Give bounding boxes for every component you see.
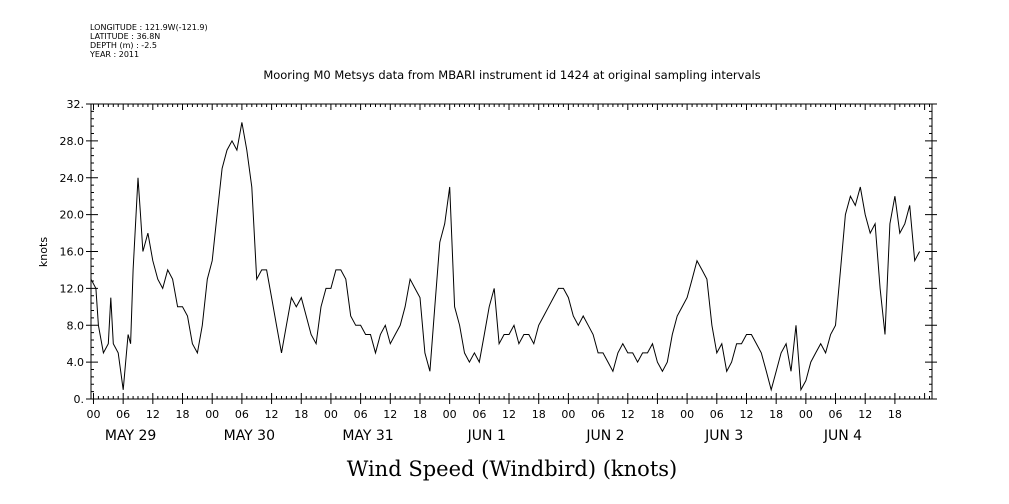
y-tick-label: 4.0 <box>67 356 85 369</box>
y-tick-label: 32. <box>67 98 85 111</box>
x-hour-tick-label: 18 <box>294 408 308 421</box>
meta-year: YEAR : 2011 <box>89 50 139 59</box>
x-hour-tick-label: 18 <box>532 408 546 421</box>
y-tick-label: 24.0 <box>60 172 85 185</box>
x-day-label: MAY 31 <box>342 428 393 444</box>
x-day-label: JUN 4 <box>823 428 862 444</box>
x-hour-tick-label: 00 <box>443 408 457 421</box>
x-hour-tick-label: 06 <box>710 408 724 421</box>
x-hour-tick-label: 06 <box>116 408 130 421</box>
x-hour-tick-label: 06 <box>354 408 368 421</box>
x-hour-tick-label: 12 <box>383 408 397 421</box>
x-hour-tick-label: 18 <box>650 408 664 421</box>
y-tick-label: 12.0 <box>60 282 85 295</box>
meta-longitude: LONGITUDE : 121.9W(-121.9) <box>90 23 208 32</box>
x-hour-tick-label: 12 <box>146 408 160 421</box>
x-hour-tick-label: 12 <box>739 408 753 421</box>
x-day-label: JUN 2 <box>585 428 624 444</box>
x-hour-tick-label: 18 <box>888 408 902 421</box>
chart-title: Mooring M0 Metsys data from MBARI instru… <box>263 68 760 82</box>
x-hour-tick-label: 12 <box>621 408 635 421</box>
chart-caption: Wind Speed (Windbird) (knots) <box>347 457 677 481</box>
x-hour-tick-label: 00 <box>86 408 100 421</box>
y-tick-label: 8.0 <box>67 319 85 332</box>
y-tick-label: 20.0 <box>60 209 85 222</box>
x-hour-tick-label: 12 <box>858 408 872 421</box>
x-hour-tick-label: 06 <box>472 408 486 421</box>
y-axis-label: knots <box>37 237 50 267</box>
x-hour-tick-label: 12 <box>502 408 516 421</box>
x-hour-tick-label: 00 <box>324 408 338 421</box>
minor-tick-marks <box>91 103 932 400</box>
y-tick-label: 28.0 <box>60 135 85 148</box>
y-tick-label: 0. <box>74 393 85 406</box>
x-day-label: JUN 1 <box>467 428 506 444</box>
plot-frame <box>90 103 933 400</box>
x-hour-tick-label: 00 <box>799 408 813 421</box>
x-day-label: MAY 30 <box>224 428 275 444</box>
meta-latitude: LATITUDE : 36.8N <box>90 32 160 41</box>
x-day-label: MAY 29 <box>105 428 156 444</box>
y-axis: 0. 4.0 8.0 12.0 16.0 20.0 24.0 28.0 32. <box>60 98 937 406</box>
x-hour-tick-label: 00 <box>205 408 219 421</box>
x-axis: 00 06 12 18 MAY 29 00 06 12 18 MAY 30 00 06 12 18 MAY … <box>86 399 902 444</box>
x-day-label: JUN 3 <box>704 428 743 444</box>
x-hour-tick-label: 00 <box>680 408 694 421</box>
y-tick-label: 16.0 <box>60 246 85 259</box>
x-hour-tick-label: 18 <box>413 408 427 421</box>
meta-depth: DEPTH (m) : -2.5 <box>90 41 157 50</box>
x-hour-tick-label: 06 <box>829 408 843 421</box>
x-hour-tick-label: 12 <box>265 408 279 421</box>
x-hour-tick-label: 18 <box>176 408 190 421</box>
x-hour-tick-label: 06 <box>591 408 605 421</box>
series-line-wind-speed <box>90 122 921 392</box>
x-hour-tick-label: 18 <box>769 408 783 421</box>
tick-marks-path <box>91 103 932 400</box>
x-hour-tick-label: 00 <box>561 408 575 421</box>
x-hour-tick-label: 06 <box>235 408 249 421</box>
